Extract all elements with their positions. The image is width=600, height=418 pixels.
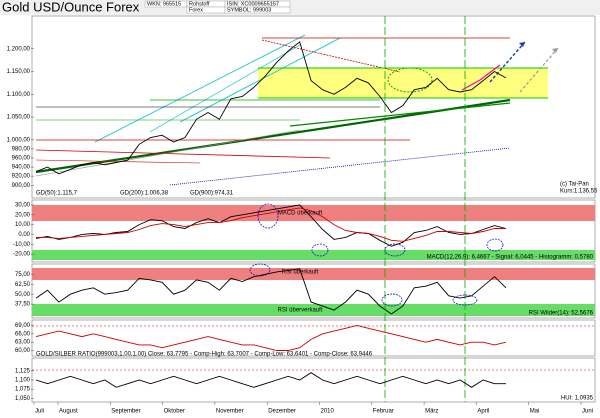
wkn: WKN: 965515: [147, 1, 181, 7]
panel-frame: [31, 357, 596, 403]
x-tick-label: 2010: [321, 409, 335, 415]
annotation: MACD(12,26,9): 6,4667 - Signal: 6,0445 -…: [427, 255, 594, 261]
annotation: MACD überkauft: [278, 211, 323, 217]
y-tick-label: 50,00: [15, 292, 31, 298]
y-tick-label: 1.100,00: [7, 92, 31, 98]
arrow-head: [519, 42, 525, 47]
y-tick-label: 980,00: [12, 146, 31, 152]
pattern-highlight: [387, 67, 433, 93]
y-tick-label: 0,00: [18, 232, 30, 238]
series-line: [35, 372, 506, 388]
y-tick-label: 1.150,00: [7, 69, 31, 75]
kind: Rohstoff: [189, 1, 210, 7]
pattern-highlight: [486, 238, 504, 252]
x-tick-label: Oktober: [164, 409, 185, 415]
trend-line: [479, 64, 501, 81]
symbol: SYMBOL: 999003: [227, 7, 271, 13]
oversold-zone: [32, 304, 595, 316]
series-line: [35, 41, 507, 175]
y-tick-label: -20,00: [13, 252, 31, 258]
trend-line: [35, 149, 331, 159]
y-tick-label: 75,00: [15, 272, 31, 278]
info-box: [224, 6, 291, 14]
y-tick-label: 1,100: [15, 378, 31, 384]
x-tick-label: April: [477, 409, 489, 415]
trend-line: [35, 129, 301, 177]
y-tick-label: 960,00: [12, 156, 31, 162]
overbought-zone: [32, 268, 595, 280]
series-line: [35, 204, 507, 247]
y-tick-label: 66,00: [15, 331, 31, 337]
annotation: Kurs:1.136,55: [560, 189, 598, 195]
x-tick-label: November: [216, 409, 244, 415]
oversold-zone: [32, 250, 595, 260]
x-tick-label: Mai: [530, 409, 540, 415]
market: Forex: [189, 7, 203, 13]
annotation: (c) Tai-Pan: [560, 182, 589, 188]
y-tick-label: 62,50: [15, 282, 31, 288]
y-tick-label: 1,125: [15, 368, 31, 374]
x-tick-label: Juni: [582, 409, 593, 415]
y-tick-label: 1,075: [15, 387, 31, 393]
trend-line: [35, 98, 511, 174]
annotation: HUI: 1,0935: [561, 396, 594, 402]
annotation: RSI Wilder(14): 52,5676: [529, 311, 594, 317]
y-tick-label: -10,00: [13, 242, 31, 248]
x-tick-label: Februar: [373, 409, 394, 415]
pattern-highlight: [311, 243, 329, 257]
y-tick-label: 60,00: [15, 348, 31, 354]
annotation: GOLD/SILBER RATIO(999003,1.00,1.00) Clos…: [36, 352, 373, 358]
y-tick-label: 1.000,00: [7, 137, 31, 143]
annotation: RSI überkauft: [282, 270, 319, 276]
pattern-highlight: [249, 263, 271, 277]
y-tick-label: 10,00: [15, 222, 31, 228]
y-tick-label: 900,00: [12, 183, 31, 189]
x-tick-label: September: [111, 409, 140, 415]
annotation: RSI überverkauft: [277, 308, 322, 314]
y-tick-label: 1.200,00: [7, 46, 31, 52]
isin: ISIN: XC0009655157: [227, 1, 279, 7]
y-tick-label: 20,00: [15, 212, 31, 218]
overbought-zone: [32, 205, 595, 221]
trend-line: [289, 102, 511, 127]
x-tick-label: Juli: [35, 409, 44, 415]
pattern-highlight: [452, 294, 478, 306]
x-tick-label: März: [425, 409, 438, 415]
annotation: GD(50):1.115,7: [36, 191, 78, 197]
pattern-highlight: [384, 243, 406, 257]
y-tick-label: 37,50: [15, 302, 31, 308]
y-tick-label: 920,00: [12, 174, 31, 180]
x-tick-label: Dezember: [268, 409, 296, 415]
y-tick-label: 1.050,00: [7, 115, 31, 121]
arrow-head: [552, 48, 558, 53]
trend-line: [149, 44, 301, 133]
annotation: GD(200):1.006,38: [120, 191, 169, 197]
y-tick-label: 30,00: [15, 202, 31, 208]
y-tick-label: 1,050: [15, 396, 31, 402]
trend-line: [489, 41, 526, 83]
y-tick-label: 63,00: [15, 340, 31, 346]
pattern-highlight: [381, 293, 403, 307]
pattern-highlight: [257, 203, 279, 229]
series-line: [36, 207, 506, 242]
annotation: GD(900):974,31: [190, 191, 234, 197]
target-zone: [258, 68, 548, 98]
trend-line: [94, 34, 306, 143]
series-line: [35, 325, 507, 351]
x-tick-label: August: [59, 409, 78, 415]
y-tick-label: 69,00: [15, 323, 31, 329]
series-line: [35, 268, 507, 315]
trend-line: [261, 39, 401, 73]
y-tick-label: 940,00: [12, 165, 31, 171]
chart-title: Gold USD/Ounce Forex: [2, 0, 140, 14]
